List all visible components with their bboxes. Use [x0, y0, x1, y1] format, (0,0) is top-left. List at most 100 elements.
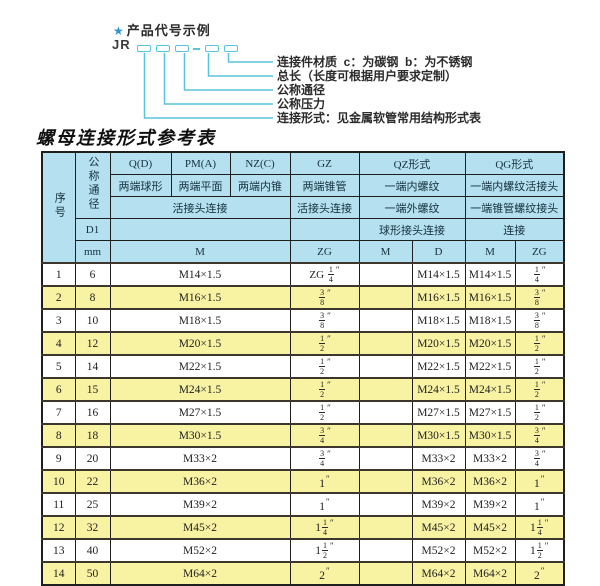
product-code-prefix: JR: [112, 37, 131, 52]
table-row: 4 12 M20×1.5 1 2 ″ M20×1.5 M20×1.5 1 2 ″: [41, 331, 565, 356]
product-code-boxes: [137, 44, 243, 53]
header-empty-left: [109, 218, 291, 241]
table-body: 1 6 M14×1.5 ZG 1 4 ″ M14×1.5 M14×1.5 1 4 ″ 2 8 M16×1.…: [41, 262, 565, 586]
cell-qg-zg: 3 8 ″: [514, 308, 565, 333]
cell-qz-d: M27×1.5: [411, 400, 466, 425]
cell-seq: 8: [41, 423, 76, 448]
code-box-2: [156, 45, 170, 52]
cell-m: M24×1.5: [109, 377, 291, 402]
cell-qz-m: [358, 262, 413, 287]
table-row: 8 18 M30×1.5 3 4 ″ M30×1.5 M30×1.5 3 4 ″: [41, 423, 565, 448]
cell-qz-d: M30×1.5: [411, 423, 466, 448]
cell-seq: 14: [41, 561, 76, 586]
header-gz-desc: 两端锥管: [289, 174, 360, 197]
cell-seq: 9: [41, 446, 76, 471]
callout-label-pressure: 公称压力: [277, 97, 326, 111]
table-row: 2 8 M16×1.5 3 8 ″ M16×1.5 M16×1.5 3 8 ″: [41, 285, 565, 310]
cell-qg-zg: 3 4 ″: [514, 446, 565, 471]
cell-qg-zg: 1 2 ″: [514, 377, 565, 402]
cell-dn: 10: [74, 308, 111, 333]
cell-qz-m: [358, 515, 413, 540]
header-pm: PM(A): [170, 151, 231, 175]
cell-qz-m: [358, 400, 413, 425]
table-row: 5 14 M22×1.5 1 2 ″ M22×1.5 M22×1.5 1 2 ″: [41, 354, 565, 379]
cell-m: M14×1.5: [109, 262, 291, 287]
cell-m: M27×1.5: [109, 400, 291, 425]
cell-dn: 18: [74, 423, 111, 448]
cell-qg-m: M16×1.5: [464, 285, 516, 310]
header-empty-gz: [289, 218, 360, 241]
cell-gz: 1 2 ″: [289, 331, 360, 356]
header-qz-d: D: [411, 240, 466, 264]
header-qg-desc1: 一端内螺纹活接头: [464, 174, 565, 197]
table-row: 1 6 M14×1.5 ZG 1 4 ″ M14×1.5 M14×1.5 1 4 ″: [41, 262, 565, 287]
cell-qz-m: [358, 377, 413, 402]
header-gz: GZ: [289, 151, 360, 175]
cell-dn: 32: [74, 515, 111, 540]
cell-qz-m: [358, 469, 413, 494]
cell-gz: 3 4 ″: [289, 446, 360, 471]
cell-qg-zg: 1 1 2 ″: [514, 538, 565, 563]
cell-seq: 13: [41, 538, 76, 563]
header-row-2: 两端球形 两端平面 两端内锥 两端锥管 一端内螺纹 一端内螺纹活接头: [42, 174, 565, 197]
table-row: 3 10 M18×1.5 3 8 ″ M18×1.5 M18×1.5 3 8 ″: [41, 308, 565, 333]
cell-gz: ZG 1 4 ″: [289, 262, 360, 287]
header-row-3: 活接头连接 活接头连接 一端外螺纹 一端锥管螺纹接头: [42, 196, 565, 219]
cell-gz: 2″: [289, 561, 360, 586]
cell-qz-m: [358, 285, 413, 310]
cell-qg-zg: 3 4 ″: [514, 423, 565, 448]
cell-m: M45×2: [109, 515, 291, 540]
dash-separator: [193, 47, 200, 50]
header-qg-form: QG形式: [464, 151, 565, 175]
callout-label-length: 总长（长度可根据用户要求定制）: [277, 69, 458, 83]
cell-m: M20×1.5: [109, 331, 291, 356]
table-title: 螺母连接形式参考表: [36, 128, 216, 149]
table-row: 7 16 M27×1.5 1 2 ″ M27×1.5 M27×1.5 1 2 ″: [41, 400, 565, 425]
cell-qg-m: M39×2: [464, 492, 516, 517]
header-qg-desc2: 一端锥管螺纹接头: [464, 196, 565, 219]
cell-qz-d: M16×1.5: [411, 285, 466, 310]
header-qg-zg: ZG: [514, 240, 565, 264]
header-nominal-diameter: 公称通径: [74, 151, 111, 219]
header-row-4: D1 球形接头连接 连接: [42, 218, 565, 241]
cell-qg-zg: 1 2 ″: [514, 331, 565, 356]
cell-gz: 3 4 ″: [289, 423, 360, 448]
callout-label-connection: 连接形式：见金属软管常用结构形式表: [277, 111, 482, 125]
callout-label-diameter: 公称通径: [277, 83, 326, 97]
header-m: M: [109, 240, 291, 264]
cell-qz-m: [358, 331, 413, 356]
catalog-page: ★ 产品代号示例 JR 连接件材质 c：为碳钢 b：为不锈钢 总长（长度可根据用户…: [36, 23, 566, 586]
cell-dn: 12: [74, 331, 111, 356]
cell-gz: 1 1 2 ″: [289, 538, 360, 563]
cell-qz-m: [358, 423, 413, 448]
cell-qz-m: [358, 492, 413, 517]
cell-gz: 1 2 ″: [289, 400, 360, 425]
cell-qz-d: M39×2: [411, 492, 466, 517]
callout-label-material: 连接件材质 c：为碳钢 b：为不锈钢: [277, 55, 473, 69]
code-box-1: [137, 45, 151, 52]
cell-qg-zg: 1 2 ″: [514, 354, 565, 379]
cell-qz-m: [358, 446, 413, 471]
cell-qz-m: [358, 561, 413, 586]
header-qz-m: M: [358, 240, 413, 264]
cell-seq: 12: [41, 515, 76, 540]
cell-qg-m: M27×1.5: [464, 400, 516, 425]
product-code-heading-text: 产品代号示例: [126, 23, 211, 38]
cell-dn: 20: [74, 446, 111, 471]
cell-seq: 11: [41, 492, 76, 517]
cell-qz-d: M14×1.5: [411, 262, 466, 287]
cell-seq: 3: [41, 308, 76, 333]
cell-qz-d: M20×1.5: [411, 331, 466, 356]
cell-gz: 3 8 ″: [289, 308, 360, 333]
cell-gz: 1 2 ″: [289, 354, 360, 379]
code-box-4: [205, 45, 219, 52]
header-zg: ZG: [289, 240, 360, 264]
table-row: 6 15 M24×1.5 1 2 ″ M24×1.5 M24×1.5 1 2 ″: [41, 377, 565, 402]
cell-qg-m: M14×1.5: [464, 262, 516, 287]
cell-seq: 6: [41, 377, 76, 402]
header-union-joint: 活接头连接: [109, 196, 291, 219]
cell-dn: 40: [74, 538, 111, 563]
header-nz-desc: 两端内锥: [229, 174, 291, 197]
cell-gz: 1 1 4 ″: [289, 515, 360, 540]
header-mm: mm: [74, 240, 111, 264]
